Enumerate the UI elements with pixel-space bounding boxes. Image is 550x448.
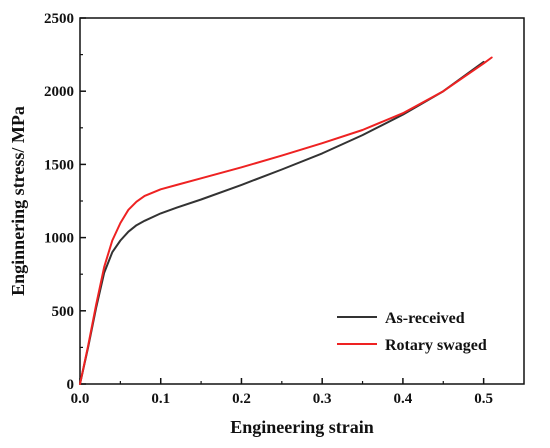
x-axis: 0.0 0.1 0.2 0.3 0.4 0.5	[71, 378, 493, 407]
y-axis-title: Enginnering stress/ MPa	[8, 106, 28, 296]
y-tick-label: 1000	[44, 231, 74, 247]
legend: As-received Rotary swaged	[337, 310, 487, 354]
y-tick-label: 2500	[44, 11, 74, 27]
legend-label-rotary-swaged: Rotary swaged	[385, 337, 487, 354]
x-tick-label: 0.3	[313, 391, 332, 407]
y-axis: 0 500 1000 1500 2000 2500	[44, 11, 86, 393]
series-line-as-received	[79, 60, 485, 385]
x-axis-title: Engineering strain	[230, 417, 374, 437]
x-tick-label: 0.0	[71, 391, 90, 407]
x-tick-label: 0.5	[474, 391, 493, 407]
plot-frame-group	[79, 17, 525, 385]
x-tick-label: 0.2	[232, 391, 251, 407]
y-tick-label: 1500	[44, 157, 74, 173]
y-tick-label: 500	[52, 304, 75, 320]
series-line-rotary-swaged	[79, 56, 493, 385]
x-tick-label: 0.1	[151, 391, 170, 407]
y-tick-label: 2000	[44, 84, 74, 100]
legend-label-as-received: As-received	[385, 310, 465, 327]
plot-frame	[79, 17, 525, 385]
series-layer	[79, 56, 493, 385]
y-tick-label: 0	[67, 377, 75, 393]
x-tick-label: 0.4	[394, 391, 413, 407]
